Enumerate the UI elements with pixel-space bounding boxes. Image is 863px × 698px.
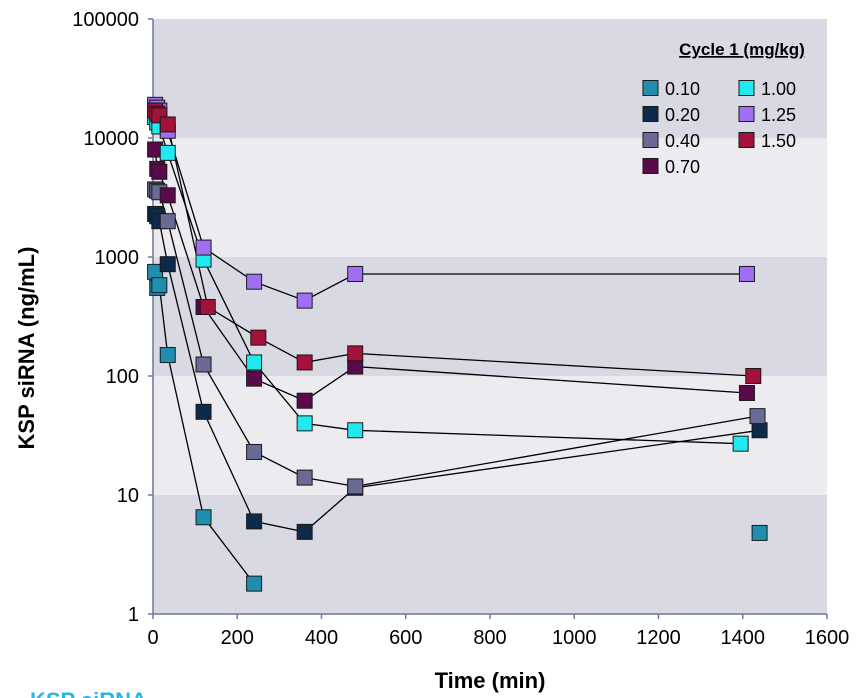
x-tick-label: 400 (305, 627, 338, 649)
data-point-1.00 (159, 144, 176, 161)
data-point-0.40 (195, 356, 212, 373)
x-tick-label: 800 (473, 627, 506, 649)
data-point-0.70 (151, 163, 168, 180)
legend-label-1.50: 1.50 (761, 131, 796, 151)
data-point-1.25 (738, 265, 755, 282)
y-axis-title: KSP siRNA (ng/mL) (14, 247, 39, 450)
data-point-0.70 (738, 384, 755, 401)
x-tick-label: 1200 (636, 627, 681, 649)
y-tick-label: 1000 (95, 247, 140, 269)
data-point-0.10 (195, 509, 212, 526)
data-point-0.40 (246, 443, 263, 460)
data-point-1.50 (199, 299, 216, 316)
data-point-0.10 (151, 277, 168, 294)
legend-swatch-0.20 (642, 106, 659, 122)
data-point-0.10 (246, 575, 263, 592)
data-point-1.00 (296, 415, 313, 432)
legend-label-0.10: 0.10 (665, 79, 700, 99)
data-point-0.70 (246, 370, 263, 387)
data-point-0.20 (296, 523, 313, 540)
data-point-0.40 (347, 478, 364, 495)
legend-swatch-0.40 (642, 132, 659, 148)
data-point-0.20 (159, 256, 176, 273)
data-point-1.50 (159, 116, 176, 133)
x-tick-label: 1000 (552, 627, 597, 649)
data-point-0.40 (749, 408, 766, 425)
plot-band-4 (153, 19, 827, 138)
data-point-1.50 (745, 368, 762, 384)
plot-band-0 (153, 495, 827, 614)
y-tick-label: 100 (106, 366, 139, 388)
legend-label-0.40: 0.40 (665, 131, 700, 151)
data-point-0.40 (296, 469, 313, 486)
legend-label-1.25: 1.25 (761, 105, 796, 125)
data-point-0.20 (246, 513, 263, 530)
tick-labels: 1 10 100 1000 10000 100000 0 200 400 600 800 1000 12… (72, 9, 849, 649)
y-tick-label: 100000 (72, 9, 139, 31)
series-markers (147, 96, 768, 592)
data-point-1.25 (195, 239, 212, 256)
legend-title: Cycle 1 (mg/kg) (679, 40, 805, 59)
data-point-1.25 (246, 273, 263, 290)
data-point-0.20 (195, 403, 212, 420)
x-tick-label: 1400 (721, 627, 766, 649)
legend-swatch-1.00 (738, 80, 755, 96)
legend-swatch-0.70 (642, 158, 659, 174)
data-point-1.50 (296, 354, 313, 371)
data-point-0.10 (159, 347, 176, 364)
data-point-1.00 (246, 354, 263, 371)
y-tick-label: 1 (128, 604, 139, 626)
footer-caption: KSP siRNA (30, 688, 147, 698)
data-point-1.00 (732, 435, 749, 452)
y-tick-label: 10000 (83, 128, 139, 150)
legend-swatch-1.25 (738, 106, 755, 122)
plot-band-2 (153, 257, 827, 376)
x-tick-label: 0 (147, 627, 158, 649)
x-tick-label: 200 (221, 627, 254, 649)
legend-label-1.00: 1.00 (761, 79, 796, 99)
data-point-1.50 (347, 345, 364, 362)
legend: Cycle 1 (mg/kg) 0.10 0.20 0.40 0.70 1.00 1.25… (642, 40, 805, 177)
data-point-0.40 (159, 213, 176, 230)
data-point-1.00 (347, 422, 364, 439)
y-tick-label: 10 (117, 485, 139, 507)
x-axis-title: Time (min) (435, 668, 546, 693)
data-point-1.25 (296, 292, 313, 309)
legend-swatch-0.10 (642, 80, 659, 96)
plot-band-3 (153, 138, 827, 257)
legend-label-0.70: 0.70 (665, 157, 700, 177)
data-point-0.10 (751, 524, 768, 541)
data-point-1.50 (250, 329, 267, 346)
data-point-0.20 (751, 422, 768, 439)
data-point-1.25 (347, 265, 364, 282)
data-point-0.70 (159, 187, 176, 204)
x-tick-label: 600 (389, 627, 422, 649)
legend-swatch-1.50 (738, 132, 755, 148)
legend-label-0.20: 0.20 (665, 105, 700, 125)
x-tick-label: 1600 (805, 627, 850, 649)
data-point-0.70 (296, 392, 313, 409)
